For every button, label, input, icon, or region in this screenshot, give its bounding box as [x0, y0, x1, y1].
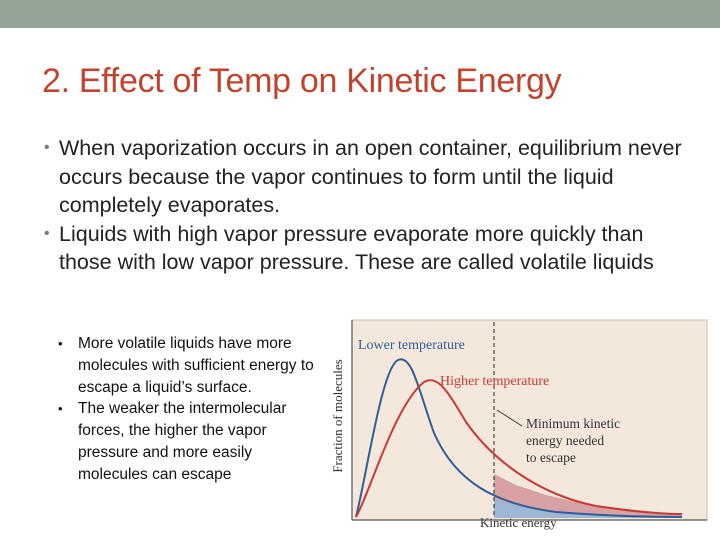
sub-bullet-item: • The weaker the intermolecular forces, t… — [0, 398, 320, 485]
slide-title: 2. Effect of Temp on Kinetic Energy — [42, 62, 562, 100]
bullet-dot-icon: • — [44, 139, 50, 156]
bullet-item: • When vaporization occurs in an open con… — [0, 134, 720, 220]
kinetic-energy-figure: Fraction of molecules Lower temperature … — [326, 318, 710, 540]
sub-bullet-text: More volatile liquids have more molecule… — [78, 335, 314, 396]
bullet-text: Liquids with high vapor pressure evapora… — [59, 221, 654, 275]
lower-temperature-curve — [355, 358, 683, 518]
threshold-label-line-1: Minimum kinetic — [526, 416, 620, 431]
threshold-label-line-2: energy needed — [526, 433, 604, 448]
bullet-dot-icon: • — [58, 336, 63, 351]
bullet-text: When vaporization occurs in an open cont… — [59, 136, 682, 217]
sub-bullet-list: • More volatile liquids have more molecul… — [0, 333, 320, 486]
y-axis-label: Fraction of molecules — [330, 359, 345, 472]
top-accent-bar — [0, 0, 720, 28]
threshold-label-line-3: to escape — [526, 450, 576, 465]
sub-bullet-text: The weaker the intermolecular forces, th… — [78, 400, 287, 483]
main-bullet-list: • When vaporization occurs in an open con… — [0, 134, 720, 277]
plot-area — [351, 319, 708, 521]
higher-temperature-curve — [355, 379, 683, 518]
higher-escape-area — [494, 474, 682, 518]
x-axis-label: Kinetic energy — [480, 515, 557, 530]
kinetic-energy-svg: Fraction of molecules Lower temperature … — [326, 318, 710, 540]
bullet-dot-icon: • — [58, 401, 63, 417]
higher-temperature-label: Higher temperature — [440, 374, 549, 389]
bullet-item: • Liquids with high vapor pressure evapor… — [0, 220, 720, 277]
lower-escape-area — [494, 499, 682, 518]
threshold-leader-line — [496, 409, 523, 427]
bullet-dot-icon: • — [44, 224, 50, 242]
sub-bullet-item: • More volatile liquids have more molecul… — [0, 333, 320, 398]
lower-temperature-label: Lower temperature — [358, 338, 465, 353]
